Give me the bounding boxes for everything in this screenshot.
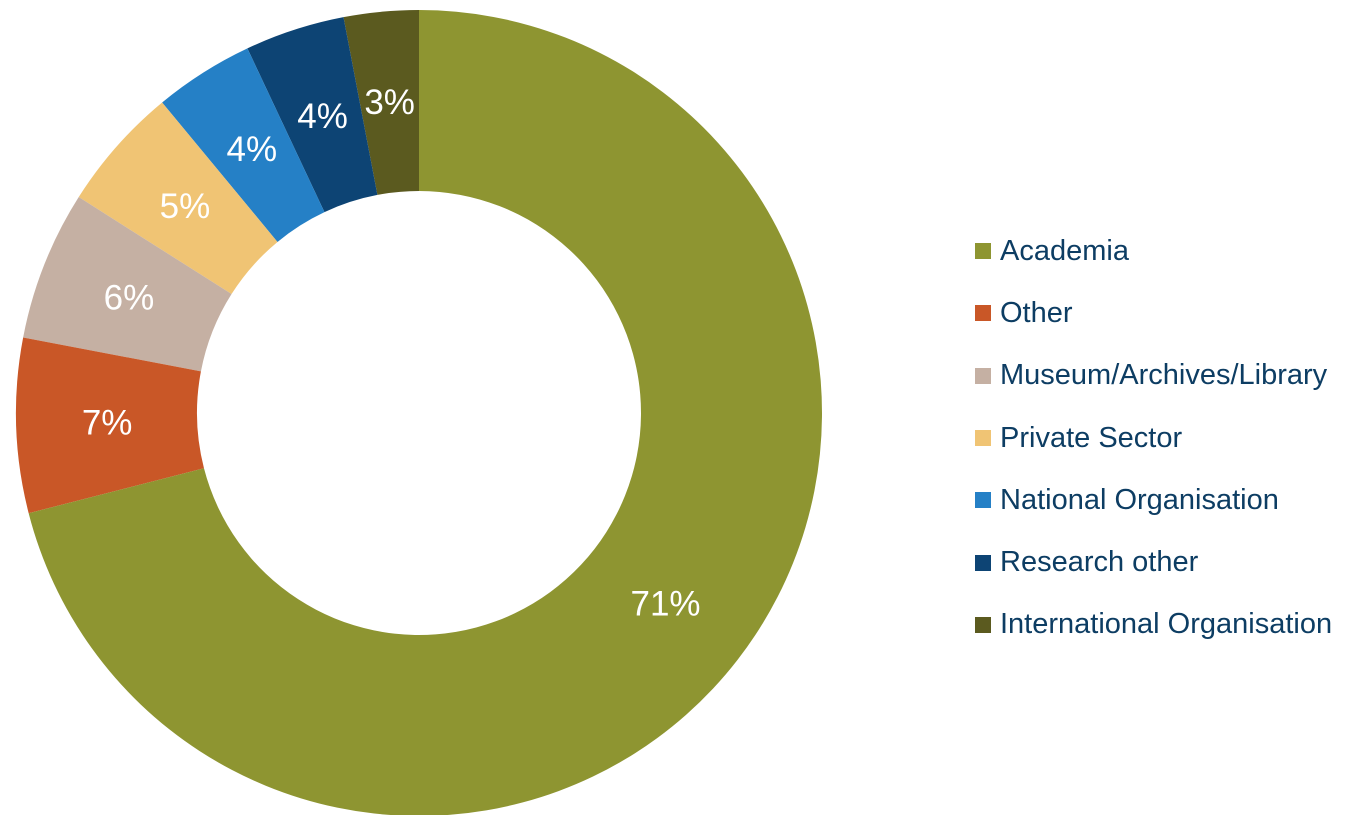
legend-swatch	[975, 367, 991, 384]
slice-label-international-organisation: 3%	[364, 83, 415, 122]
legend-label: National Organisation	[1000, 483, 1279, 516]
legend-swatch	[975, 616, 991, 633]
legend-label: Academia	[1000, 234, 1129, 267]
legend-item-academia: Academia	[975, 220, 1332, 282]
legend-item-private-sector: Private Sector	[975, 407, 1332, 469]
legend-swatch	[975, 430, 991, 447]
legend-label: Research other	[1000, 546, 1199, 579]
legend-swatch	[975, 492, 991, 509]
legend-item-international-organisation: International Organisation	[975, 594, 1332, 656]
slice-other	[15, 337, 204, 514]
slice-museum-archives-library	[23, 197, 232, 372]
slice-academia	[28, 10, 822, 815]
donut-slice-labels: 3% 4% 4% 5% 6% 7% 71%	[82, 83, 701, 624]
slice-label-academia: 71%	[630, 585, 700, 624]
slice-label-research-other: 4%	[297, 97, 348, 136]
slice-research-other	[247, 17, 378, 213]
slice-international-organisation	[343, 10, 419, 195]
legend-item-museum-archives-library: Museum/Archives/Library	[975, 345, 1332, 407]
legend-label: Other	[1000, 296, 1073, 329]
legend-label: Private Sector	[1000, 421, 1183, 454]
slice-private-sector	[78, 102, 278, 295]
legend-swatch	[975, 243, 991, 260]
slice-national-organisation	[162, 48, 325, 242]
slice-label-private-sector: 5%	[160, 187, 211, 226]
legend-swatch	[975, 554, 991, 571]
legend-label: Museum/Archives/Library	[1000, 359, 1328, 392]
legend-item-national-organisation: National Organisation	[975, 469, 1332, 531]
slice-label-museum-archives-library: 6%	[104, 279, 155, 318]
chart-legend: Academia Other Museum/Archives/Library Priv…	[975, 220, 1332, 656]
legend-swatch	[975, 305, 991, 322]
legend-item-other: Other	[975, 282, 1332, 344]
legend-item-research-other: Research other	[975, 531, 1332, 593]
slice-label-other: 7%	[82, 403, 133, 442]
slice-label-national-organisation: 4%	[227, 130, 278, 169]
legend-label: International Organisation	[1000, 608, 1333, 641]
donut-slices	[15, 10, 822, 815]
